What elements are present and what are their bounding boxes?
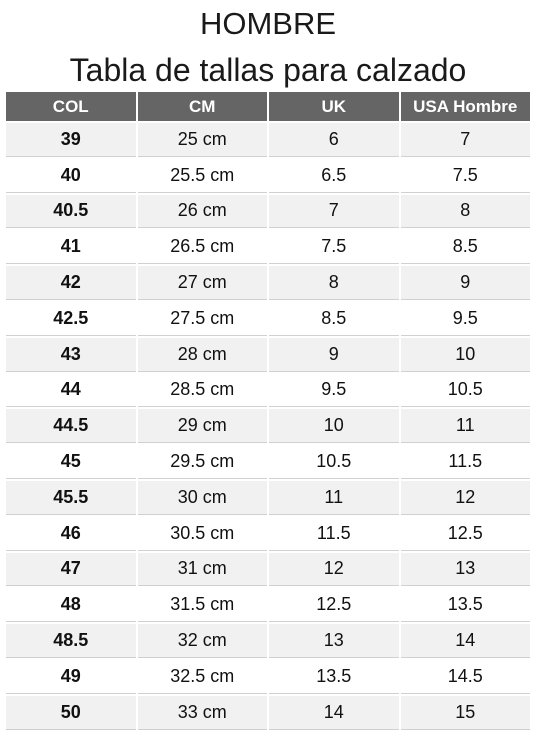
cell-cm: 27.5 cm xyxy=(137,301,267,336)
cell-col: 50 xyxy=(6,695,136,730)
cell-usa: 13 xyxy=(400,552,530,587)
cell-uk: 11 xyxy=(269,480,399,515)
cell-col: 48.5 xyxy=(6,624,136,658)
cell-col: 39 xyxy=(6,123,136,157)
column-header-cm: CM xyxy=(137,92,267,121)
cell-uk: 13.5 xyxy=(269,659,399,694)
table-row: 44 28.5 cm 9.5 10.5 xyxy=(6,373,530,408)
column-header-usa: USA Hombre xyxy=(400,92,530,121)
cell-usa: 10.5 xyxy=(400,373,530,408)
cell-cm: 26.5 cm xyxy=(137,230,267,265)
cell-usa: 12 xyxy=(400,480,530,515)
page-subtitle: Tabla de tallas para calzado xyxy=(69,52,467,88)
table-row: 44.5 29 cm 10 11 xyxy=(6,409,530,444)
table-row: 40 25.5 cm 6.5 7.5 xyxy=(6,158,530,193)
cell-col: 47 xyxy=(6,552,136,587)
cell-uk: 9.5 xyxy=(269,373,399,408)
cell-col: 40 xyxy=(6,158,136,193)
cell-usa: 10 xyxy=(400,337,530,372)
cell-usa: 11 xyxy=(400,409,530,444)
cell-uk: 6.5 xyxy=(269,158,399,193)
cell-usa: 7 xyxy=(400,123,530,157)
table-row: 47 31 cm 12 13 xyxy=(6,552,530,587)
table-row: 45.5 30 cm 11 12 xyxy=(6,480,530,515)
cell-cm: 29.5 cm xyxy=(137,445,267,479)
table-row: 46 30.5 cm 11.5 12.5 xyxy=(6,516,530,551)
cell-cm: 28 cm xyxy=(137,337,267,372)
cell-cm: 25.5 cm xyxy=(137,158,267,193)
table-row: 50 33 cm 14 15 xyxy=(6,695,530,730)
table-row: 48.5 32 cm 13 14 xyxy=(6,624,530,658)
cell-col: 46 xyxy=(6,516,136,551)
cell-uk: 7.5 xyxy=(269,230,399,265)
table-header-row: COL CM UK USA Hombre xyxy=(6,92,530,121)
cell-col: 42 xyxy=(6,266,136,300)
cell-uk: 11.5 xyxy=(269,516,399,551)
cell-cm: 30.5 cm xyxy=(137,516,267,551)
cell-uk: 10.5 xyxy=(269,445,399,479)
table-row: 39 25 cm 6 7 xyxy=(6,123,530,157)
cell-uk: 9 xyxy=(269,337,399,372)
cell-cm: 28.5 cm xyxy=(137,373,267,408)
cell-cm: 27 cm xyxy=(137,266,267,300)
cell-cm: 30 cm xyxy=(137,480,267,515)
cell-usa: 15 xyxy=(400,695,530,730)
cell-cm: 33 cm xyxy=(137,695,267,730)
cell-col: 41 xyxy=(6,230,136,265)
cell-col: 43 xyxy=(6,337,136,372)
cell-col: 45 xyxy=(6,445,136,479)
cell-cm: 25 cm xyxy=(137,123,267,157)
cell-col: 44.5 xyxy=(6,409,136,444)
cell-uk: 12 xyxy=(269,552,399,587)
table-row: 41 26.5 cm 7.5 8.5 xyxy=(6,230,530,265)
table-row: 45 29.5 cm 10.5 11.5 xyxy=(6,445,530,479)
cell-usa: 14.5 xyxy=(400,659,530,694)
cell-cm: 29 cm xyxy=(137,409,267,444)
cell-col: 44 xyxy=(6,373,136,408)
cell-uk: 7 xyxy=(269,194,399,229)
table-row: 48 31.5 cm 12.5 13.5 xyxy=(6,588,530,623)
cell-cm: 32 cm xyxy=(137,624,267,658)
cell-uk: 8 xyxy=(269,266,399,300)
cell-uk: 6 xyxy=(269,123,399,157)
table-row: 42.5 27.5 cm 8.5 9.5 xyxy=(6,301,530,336)
cell-uk: 14 xyxy=(269,695,399,730)
column-header-uk: UK xyxy=(269,92,399,121)
column-header-col: COL xyxy=(6,92,136,121)
cell-col: 48 xyxy=(6,588,136,623)
cell-usa: 13.5 xyxy=(400,588,530,623)
cell-cm: 26 cm xyxy=(137,194,267,229)
cell-usa: 9 xyxy=(400,266,530,300)
cell-uk: 13 xyxy=(269,624,399,658)
size-chart-table: COL CM UK USA Hombre 39 25 cm 6 7 40 25.5 cm 6… xyxy=(4,90,532,732)
cell-col: 45.5 xyxy=(6,480,136,515)
cell-usa: 8.5 xyxy=(400,230,530,265)
cell-usa: 14 xyxy=(400,624,530,658)
cell-col: 49 xyxy=(6,659,136,694)
cell-uk: 10 xyxy=(269,409,399,444)
cell-usa: 9.5 xyxy=(400,301,530,336)
page-title: HOMBRE xyxy=(199,6,337,41)
cell-usa: 7.5 xyxy=(400,158,530,193)
cell-uk: 8.5 xyxy=(269,301,399,336)
cell-col: 40.5 xyxy=(6,194,136,229)
table-row: 49 32.5 cm 13.5 14.5 xyxy=(6,659,530,694)
cell-cm: 31.5 cm xyxy=(137,588,267,623)
cell-cm: 31 cm xyxy=(137,552,267,587)
table-row: 40.5 26 cm 7 8 xyxy=(6,194,530,229)
table-row: 42 27 cm 8 9 xyxy=(6,266,530,300)
cell-usa: 8 xyxy=(400,194,530,229)
cell-usa: 11.5 xyxy=(400,445,530,479)
table-row: 43 28 cm 9 10 xyxy=(6,337,530,372)
cell-cm: 32.5 cm xyxy=(137,659,267,694)
cell-usa: 12.5 xyxy=(400,516,530,551)
cell-col: 42.5 xyxy=(6,301,136,336)
table-body: 39 25 cm 6 7 40 25.5 cm 6.5 7.5 40.5 26 cm 7 8 41 26.… xyxy=(6,123,530,730)
cell-uk: 12.5 xyxy=(269,588,399,623)
